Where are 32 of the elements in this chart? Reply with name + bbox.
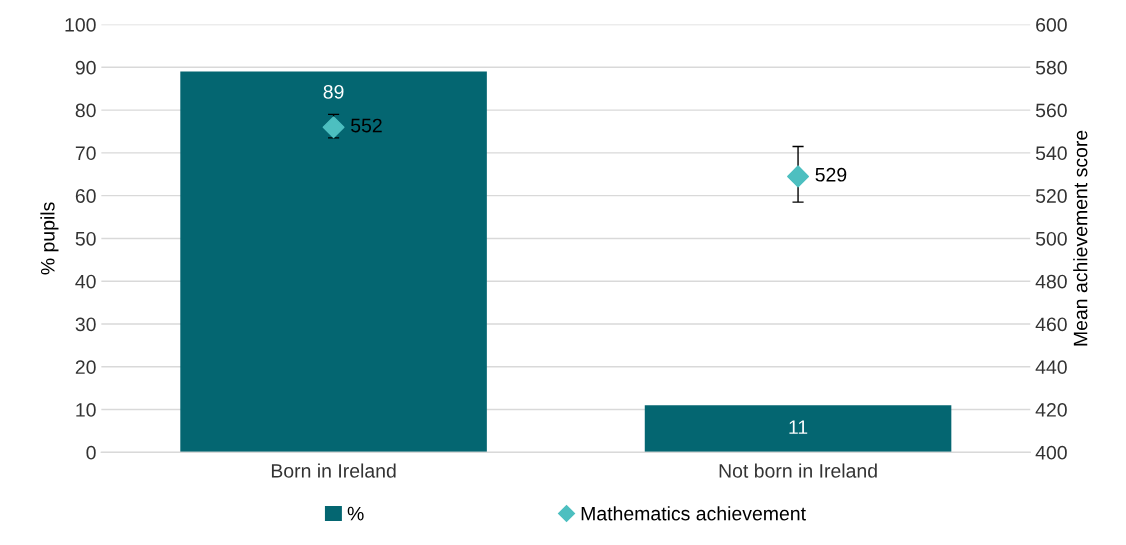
y-tick-label: 60 (75, 189, 96, 203)
y2-tick-label: 560 (1035, 103, 1067, 118)
x-tick-label: Not born in Ireland (719, 463, 877, 478)
y2-tick-label: 480 (1035, 274, 1067, 289)
y-tick-label: 70 (75, 146, 96, 161)
y-tick-label: 20 (75, 360, 96, 375)
y-tick-label: 40 (75, 274, 96, 289)
legend-label: % (347, 506, 364, 521)
y-tick-label: 50 (75, 231, 96, 246)
y2-tick-label: 500 (1035, 231, 1067, 246)
y2-axis-title: Mean achievement score (1073, 130, 1088, 346)
data-label: 89 (323, 84, 344, 99)
y2-tick-label: 440 (1035, 360, 1067, 375)
data-label: 529 (815, 167, 847, 182)
y2-tick-label: 540 (1035, 146, 1067, 161)
y-axis-title: % pupils (40, 202, 59, 275)
y2-tick-label: 420 (1035, 403, 1067, 417)
y2-tick-label: 520 (1035, 189, 1067, 203)
legend-label: Mathematics achievement (581, 506, 806, 521)
x-tick-label: Born in Ireland (271, 463, 396, 478)
y-tick-label: 30 (75, 317, 96, 332)
y-tick-label: 90 (75, 60, 96, 75)
y-tick-label: 100 (65, 17, 96, 32)
y2-tick-label: 460 (1035, 317, 1067, 332)
y2-tick-label: 580 (1035, 60, 1067, 75)
y-tick-label: 10 (76, 403, 96, 417)
data-label: 11 (789, 420, 808, 434)
y2-tick-label: 400 (1035, 445, 1067, 460)
y2-tick-label: 600 (1036, 17, 1067, 32)
data-label: 552 (351, 118, 382, 133)
y-tick-label: 0 (86, 445, 96, 460)
y-tick-label: 80 (75, 103, 96, 118)
